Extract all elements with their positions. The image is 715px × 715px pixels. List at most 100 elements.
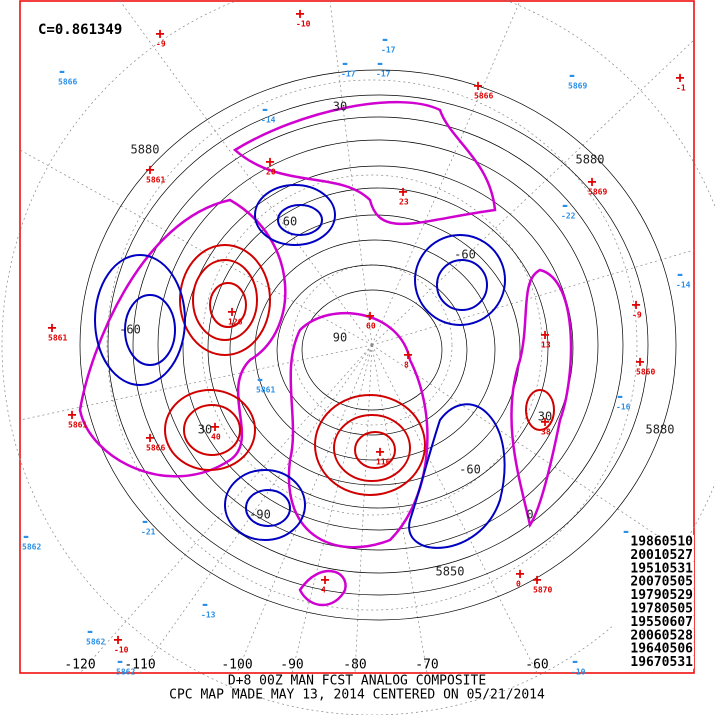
anomaly-symbol: - (615, 388, 624, 406)
anomaly-symbol: - (21, 528, 30, 546)
contour-label: 5880 (131, 143, 160, 157)
contour-label: 30 (538, 410, 552, 424)
anomaly-value: -14 (676, 281, 691, 290)
contour-label: 5880 (646, 423, 675, 437)
anomaly-symbol: - (200, 596, 209, 614)
longitude-label: -80 (343, 658, 366, 673)
anomaly-value: 20 (266, 168, 276, 177)
anomaly-symbol: - (621, 523, 630, 541)
date-background (612, 602, 694, 615)
contour-label: 90 (333, 331, 347, 345)
anomaly-value: 60 (366, 322, 376, 331)
anomaly-value: 5869 (588, 188, 607, 197)
zero-anomaly-contours (78, 100, 573, 607)
contour-label: 30 (333, 100, 347, 114)
anomaly-value: -10 (571, 668, 586, 677)
contour-label: 5880 (576, 153, 605, 167)
analog-date: 20060528 (630, 628, 693, 643)
anomaly-symbol: - (140, 513, 149, 531)
anomaly-symbol: + (265, 153, 274, 171)
anomaly-symbol: - (340, 55, 349, 73)
anomaly-value: 38 (541, 428, 551, 437)
anomaly-symbol: + (540, 326, 549, 344)
footer-line: CPC MAP MADE MAY 13, 2014 CENTERED ON 05… (169, 688, 545, 703)
anomaly-value: -22 (561, 212, 576, 221)
date-background (612, 588, 694, 602)
anomaly-value: 5862 (22, 543, 41, 552)
anomaly-value: -17 (376, 70, 391, 79)
anomaly-symbol: + (398, 183, 407, 201)
contour-label: -90 (249, 508, 271, 522)
anomaly-symbol: + (365, 307, 374, 325)
footer-line: D+8 00Z MAN FCST ANALOG COMPOSITE (228, 674, 486, 689)
date-background (612, 575, 694, 589)
anomaly-symbol: + (155, 25, 164, 43)
contour-label: -60 (454, 248, 476, 262)
anomaly-value: -9 (156, 40, 166, 49)
date-background (612, 615, 694, 629)
contour-label: 30 (198, 423, 212, 437)
anomaly-symbol: + (587, 173, 596, 191)
anomaly-value: -13 (201, 611, 216, 620)
anomaly-value: -9 (632, 311, 642, 320)
analog-date: 19790529 (630, 588, 693, 603)
anomaly-symbol: + (473, 77, 482, 95)
anomaly-symbol: - (375, 55, 384, 73)
analog-date: 19640506 (630, 642, 693, 657)
analog-date: 19780505 (630, 602, 693, 617)
anomaly-value: -17 (341, 70, 356, 79)
anomaly-value: 13 (541, 341, 551, 350)
anomaly-value: 126 (228, 318, 243, 327)
anomaly-value: 0 (516, 580, 521, 589)
anomaly-symbol: + (227, 303, 236, 321)
anomaly-symbol: - (560, 197, 569, 215)
analog-date: 19670531 (630, 655, 693, 670)
analog-date: 19860510 (630, 535, 693, 550)
analog-date: 20010527 (630, 548, 693, 563)
anomaly-symbol: + (403, 346, 412, 364)
anomaly-value: -10 (296, 20, 311, 29)
anomaly-value: -17 (381, 46, 396, 55)
anomaly-value: 5866 (474, 92, 493, 101)
anomaly-symbol: - (85, 623, 94, 641)
anomaly-value: 40 (211, 433, 221, 442)
anomaly-symbol: + (67, 406, 76, 424)
date-background (612, 535, 694, 548)
anomaly-value: 23 (399, 198, 409, 207)
anomaly-symbol: + (113, 631, 122, 649)
anomaly-symbol: + (540, 413, 549, 431)
anomaly-symbol: - (260, 101, 269, 119)
date-background (612, 628, 694, 642)
anomaly-value: 5862 (116, 668, 135, 677)
anomaly-value: 5866 (58, 78, 77, 87)
contour-label: 0 (526, 508, 533, 522)
longitude-label: -70 (415, 658, 438, 673)
analog-date: 19510531 (630, 561, 693, 576)
negative-anomaly-contours (94, 184, 506, 549)
anomaly-value: 5870 (533, 586, 552, 595)
anomaly-symbol: - (675, 266, 684, 284)
correlation: C=0.861349 (38, 22, 122, 38)
anomaly-value: -16 (616, 403, 631, 412)
anomaly-symbol: + (145, 161, 154, 179)
analog-date: 19550607 (630, 615, 693, 630)
anomaly-symbol: + (532, 571, 541, 589)
anomaly-value: -14 (261, 116, 276, 125)
anomaly-value: -21 (141, 528, 156, 537)
anomaly-symbol: - (567, 67, 576, 85)
anomaly-symbol: - (57, 63, 66, 81)
anomaly-value: 5866 (146, 444, 165, 453)
date-background (612, 561, 694, 575)
anomaly-value: -10 (114, 646, 129, 655)
anomaly-symbol: - (115, 653, 124, 671)
anomaly-symbol: + (320, 571, 329, 589)
anomaly-value: 8 (404, 361, 409, 370)
contour-label: 5850 (436, 565, 465, 579)
anomaly-symbol: + (210, 418, 219, 436)
anomaly-value: 4 (321, 586, 326, 595)
anomaly-symbol: + (295, 5, 304, 23)
anomaly-symbol: + (47, 319, 56, 337)
longitude-label: -90 (280, 658, 303, 673)
anomaly-value: 5869 (568, 82, 587, 91)
